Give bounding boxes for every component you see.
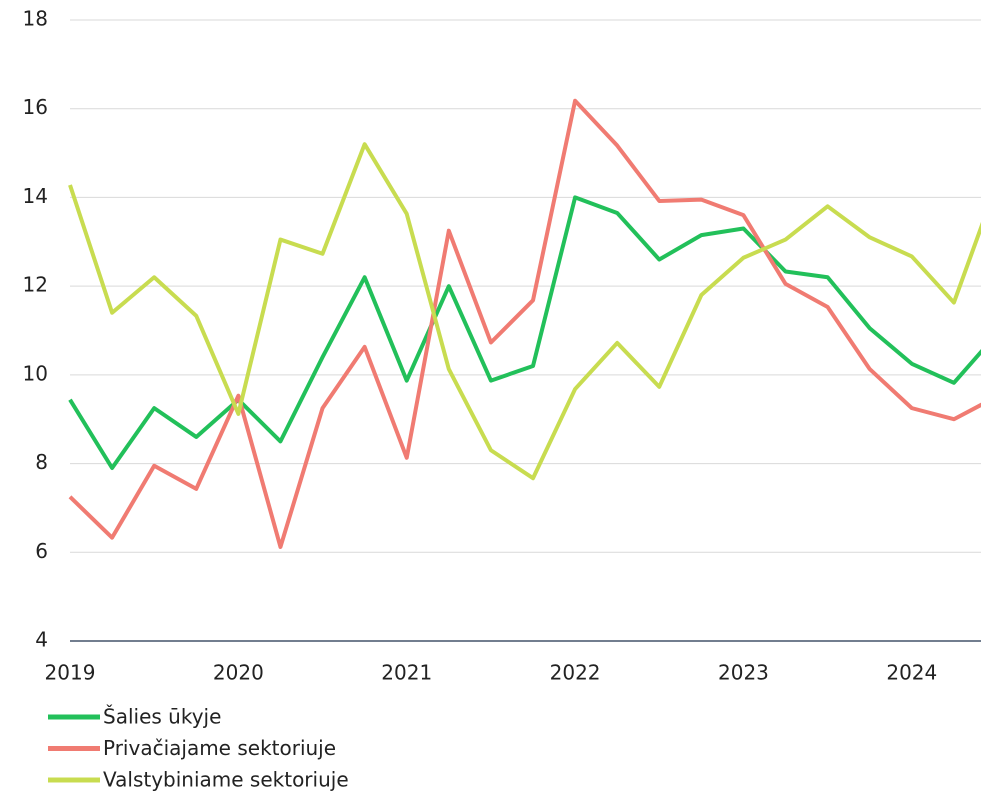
y-tick-label: 8 xyxy=(35,450,48,474)
legend-label: Šalies ūkyje xyxy=(103,705,221,729)
y-tick-label: 10 xyxy=(23,361,48,385)
y-tick-label: 12 xyxy=(23,273,48,297)
y-tick-label: 4 xyxy=(35,628,48,652)
y-tick-label: 6 xyxy=(35,539,48,563)
legend-label: Privačiajame sektoriuje xyxy=(103,736,336,760)
series-line xyxy=(68,142,981,481)
axis-labels: 4 6 8 10 12 14 16 18 2019 2020 2021 2022 2023 2024 xyxy=(23,7,938,685)
x-tick-label: 2023 xyxy=(718,661,769,685)
x-tick-label: 2021 xyxy=(381,661,432,685)
plot-area xyxy=(68,98,981,549)
x-tick-label: 2022 xyxy=(550,661,601,685)
x-tick-label: 2019 xyxy=(45,661,96,685)
x-tick-label: 2024 xyxy=(886,661,937,685)
legend: Šalies ūkyje Privačiajame sektoriuje Valst… xyxy=(48,705,349,792)
series-line xyxy=(68,98,981,549)
legend-label: Valstybiniame sektoriuje xyxy=(103,768,349,792)
y-tick-label: 14 xyxy=(23,184,48,208)
series-line xyxy=(68,195,981,471)
x-tick-label: 2020 xyxy=(213,661,264,685)
y-tick-label: 16 xyxy=(23,95,48,119)
y-tick-label: 18 xyxy=(23,7,48,31)
